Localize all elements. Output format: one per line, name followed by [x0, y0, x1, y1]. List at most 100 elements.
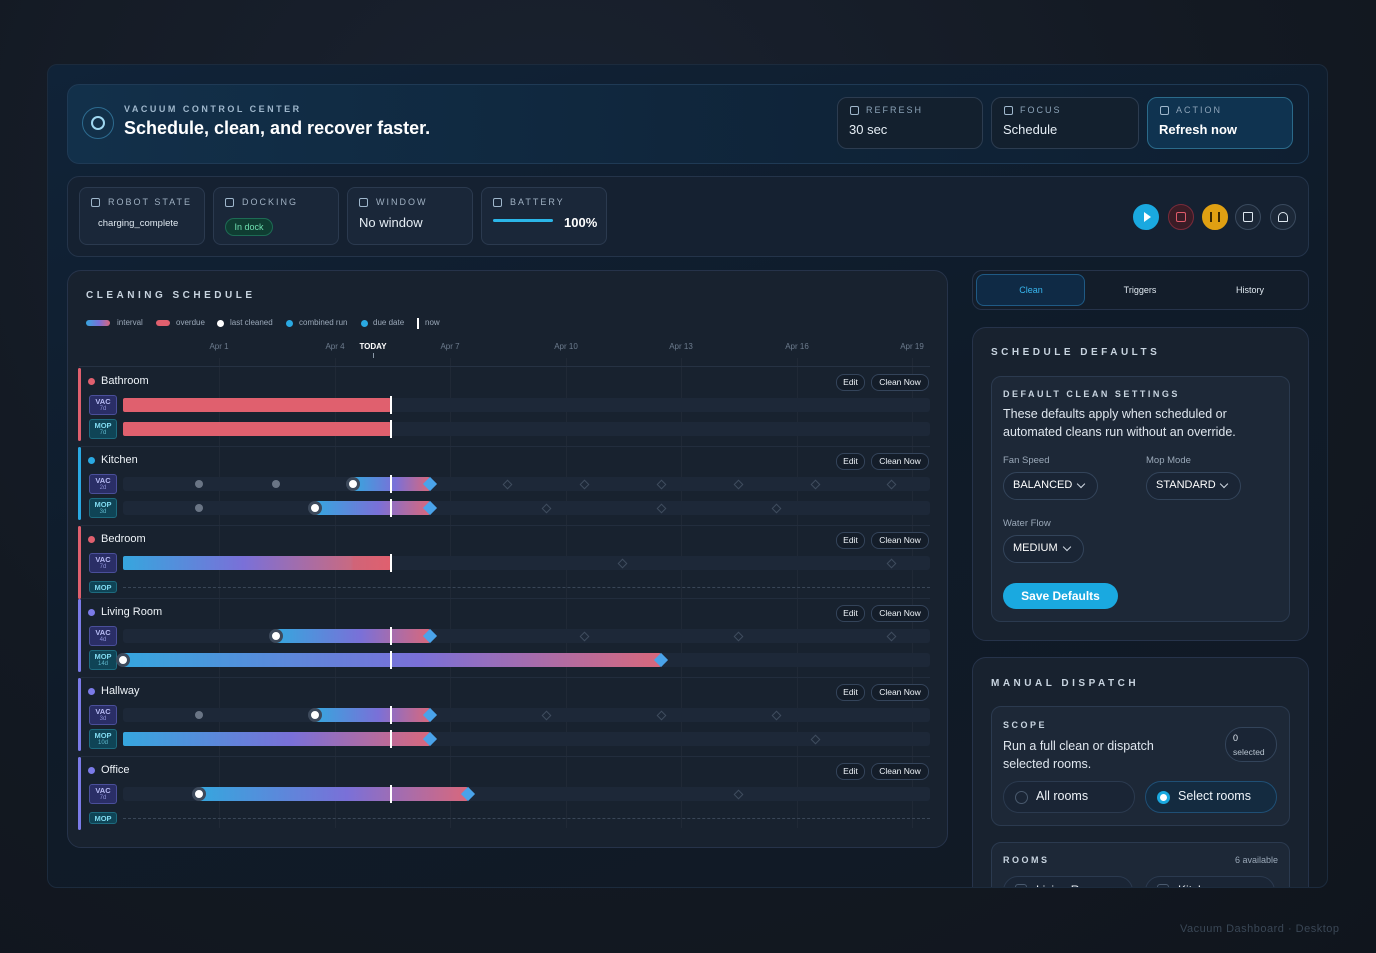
now-line — [390, 706, 392, 724]
date-label: Apr 10 — [554, 342, 578, 351]
header-tile — [991, 97, 1139, 149]
select[interactable] — [1146, 472, 1241, 500]
room-accent — [78, 526, 81, 599]
status-label: DOCKING — [242, 197, 299, 207]
defaults-description: These defaults apply when scheduled or a… — [1003, 407, 1236, 439]
select[interactable] — [1003, 472, 1098, 500]
clean-now-button[interactable]: Clean Now — [871, 532, 929, 549]
track — [123, 501, 930, 515]
room-separator — [81, 598, 930, 599]
clean-now-button[interactable]: Clean Now — [871, 453, 929, 470]
history-dot — [195, 711, 203, 719]
status-label: WINDOW — [376, 197, 428, 207]
room-accent — [78, 757, 81, 830]
room-checkbox — [1015, 884, 1027, 887]
edit-button[interactable]: Edit — [836, 453, 865, 470]
tile-value: 30 sec — [849, 122, 888, 137]
stop-button[interactable] — [1168, 204, 1194, 230]
room-accent — [78, 368, 81, 441]
field-label: Fan Speed — [1003, 455, 1050, 466]
clean-now-button[interactable]: Clean Now — [871, 605, 929, 622]
now-line — [390, 499, 392, 517]
button-icon — [1243, 212, 1253, 222]
button-icon — [1144, 212, 1151, 222]
room-dot — [88, 609, 95, 616]
now-line — [390, 785, 392, 803]
row-tag-label: MOP — [94, 421, 112, 430]
tab[interactable]: History — [1235, 285, 1264, 295]
row-tag — [89, 729, 117, 749]
tab[interactable]: Clean — [1019, 285, 1043, 295]
row-tag — [89, 705, 117, 725]
legend-swatch — [417, 318, 419, 329]
date-label: Apr 7 — [440, 342, 460, 351]
edit-button[interactable]: Edit — [836, 374, 865, 391]
track — [123, 708, 930, 722]
button-icon — [1210, 212, 1220, 222]
interval-bar — [123, 398, 391, 412]
now-line — [390, 651, 392, 669]
room-checkbox — [1157, 884, 1169, 887]
room-option-label: Living Room — [1036, 883, 1103, 887]
history-dot — [272, 480, 280, 488]
last-cleaned-knob — [346, 477, 360, 491]
row-tag — [89, 419, 117, 439]
track — [123, 629, 930, 643]
last-cleaned-knob — [269, 629, 283, 643]
row-tag-label: VAC — [95, 707, 111, 716]
status-tile — [79, 187, 205, 245]
interval-bar — [199, 787, 468, 801]
radio — [1157, 791, 1170, 804]
edit-button[interactable]: Edit — [836, 763, 865, 780]
select-value: STANDARD — [1156, 479, 1216, 491]
save-defaults-button[interactable]: Save Defaults — [1003, 583, 1118, 609]
room-name: Office — [101, 764, 130, 776]
schedule-title: CLEANING SCHEDULE — [86, 290, 256, 301]
now-line — [390, 420, 392, 438]
rooms-count: 6 available — [1234, 855, 1278, 865]
edit-button[interactable]: Edit — [836, 684, 865, 701]
clean-now-button[interactable]: Clean Now — [871, 374, 929, 391]
row-tag — [89, 626, 117, 646]
scope-title: SCOPE — [1003, 720, 1048, 730]
badge-label: selected — [1233, 747, 1265, 757]
date-label: Apr 1 — [209, 342, 229, 351]
room-dot — [88, 767, 95, 774]
row-tag-interval: 3d — [99, 716, 107, 722]
tab-active-bg[interactable] — [976, 274, 1085, 306]
edit-button[interactable]: Edit — [836, 605, 865, 622]
edit-button[interactable]: Edit — [836, 532, 865, 549]
clean-now-button[interactable]: Clean Now — [871, 763, 929, 780]
interval-bar — [123, 422, 391, 436]
button-icon — [1176, 212, 1186, 222]
row-tag-label: MOP — [94, 731, 112, 740]
tile-icon — [359, 198, 368, 207]
last-cleaned-knob — [116, 653, 130, 667]
row-tag — [89, 812, 117, 824]
row-tag-interval: 3d — [99, 509, 107, 515]
row-tag — [89, 395, 117, 415]
legend-label: overdue — [176, 318, 205, 327]
room-separator — [81, 525, 930, 526]
row-tag-interval: 14d — [97, 661, 108, 667]
room-accent — [78, 599, 81, 672]
legend-swatch — [86, 320, 110, 326]
date-label: Apr 19 — [900, 342, 924, 351]
button-icon — [1278, 212, 1288, 222]
dock-button[interactable] — [1235, 204, 1261, 230]
header-tile[interactable] — [1147, 97, 1293, 149]
tab[interactable]: Triggers — [1123, 285, 1157, 295]
row-tag-label: MOP — [94, 652, 112, 661]
legend-swatch — [156, 320, 170, 326]
scope-description: Run a full clean or dispatch selected ro… — [1003, 739, 1154, 771]
row-tag-interval: 10d — [97, 740, 108, 746]
row-tag-label: MOP — [94, 500, 112, 509]
pause-button[interactable] — [1202, 204, 1228, 230]
tile-value: Refresh now — [1159, 122, 1238, 137]
select[interactable] — [1003, 535, 1084, 563]
interval-bar — [123, 653, 661, 667]
row-tag-interval: 7d — [99, 564, 107, 570]
room-separator — [81, 756, 930, 757]
clean-now-button[interactable]: Clean Now — [871, 684, 929, 701]
